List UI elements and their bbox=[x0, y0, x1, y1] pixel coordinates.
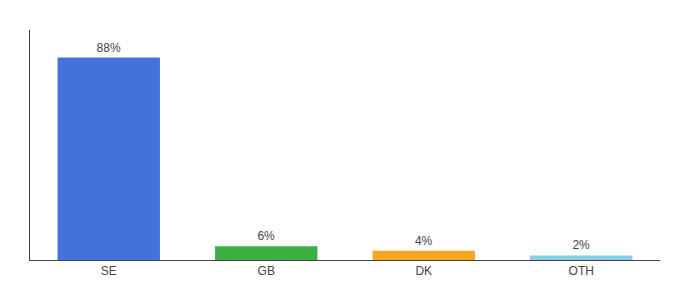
svg-text:4%: 4% bbox=[415, 234, 433, 248]
svg-text:GB: GB bbox=[258, 264, 275, 278]
svg-text:88%: 88% bbox=[97, 41, 121, 55]
svg-text:SE: SE bbox=[101, 264, 117, 278]
svg-text:DK: DK bbox=[415, 264, 432, 278]
svg-text:6%: 6% bbox=[257, 229, 275, 243]
svg-text:OTH: OTH bbox=[569, 264, 594, 278]
svg-text:2%: 2% bbox=[572, 238, 590, 252]
